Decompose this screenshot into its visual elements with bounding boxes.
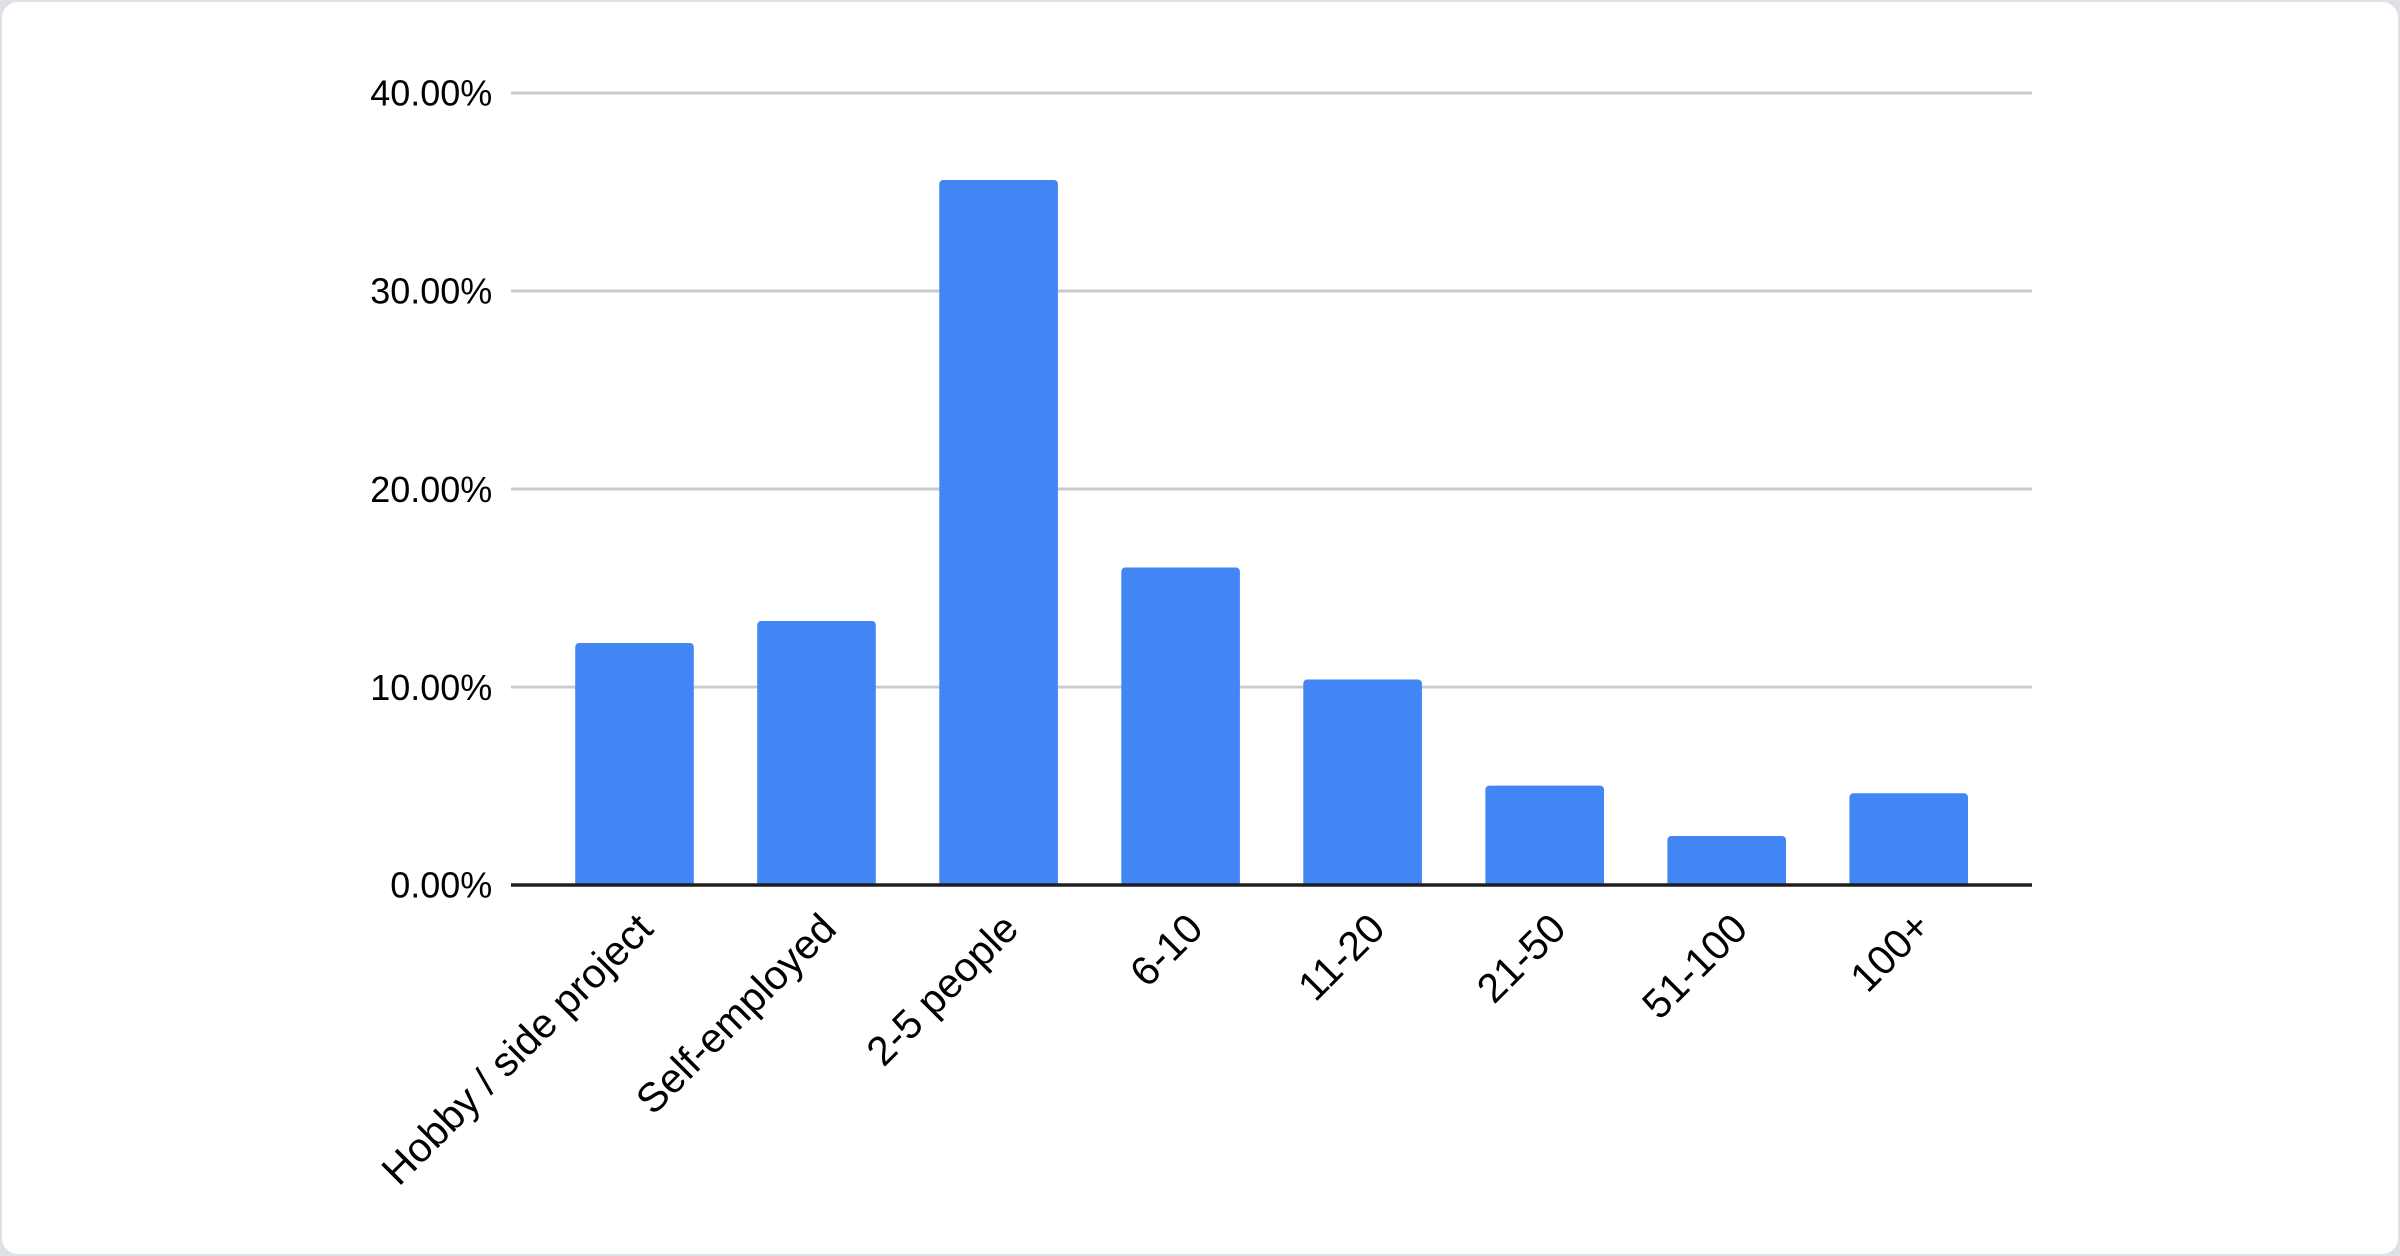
svg-text:40.00%: 40.00% <box>370 72 492 113</box>
svg-text:0.00%: 0.00% <box>390 865 492 906</box>
svg-text:20.00%: 20.00% <box>370 469 492 510</box>
svg-text:30.00%: 30.00% <box>370 271 492 312</box>
svg-text:10.00%: 10.00% <box>370 667 492 708</box>
